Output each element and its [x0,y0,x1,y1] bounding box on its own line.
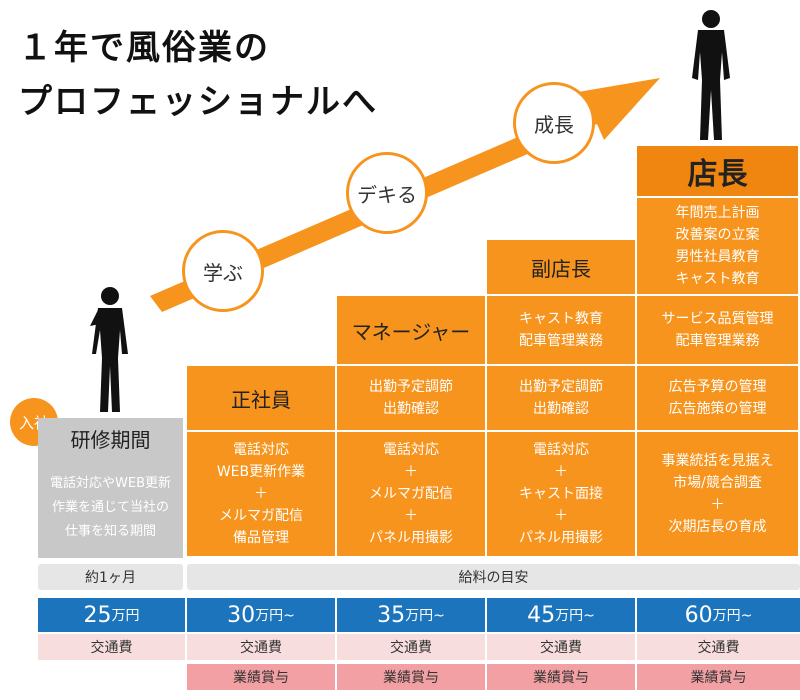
task-line: 出勤確認 [383,401,439,417]
task-line: 広告予算の管理 [668,379,767,395]
task-line: サービス品質管理 [661,311,774,327]
salary-amount: 60 [684,602,713,628]
manager-silhouette-icon [692,10,730,140]
role-manager: マネージャー [337,296,487,366]
task-line: キャスト面接 [519,486,603,502]
bonus-manager: 業績賞与 [337,664,487,690]
salary-amount: 30 [227,602,256,628]
fulltime-tasks: 電話対応 WEB更新作業 ＋ メルマガ配信 備品管理 [187,432,337,558]
task-line: ＋ [554,464,568,480]
task-line: 電話対応 [233,442,289,458]
circle-learn: 学ぶ [182,230,264,312]
store-manager-bottom-tasks: 事業統括を見据え 市場/競合調査 ＋ 次期店長の育成 [637,432,800,558]
transport-fulltime: 交通費 [187,634,337,660]
circle-capable: デキる [346,152,428,234]
transport-training: 交通費 [38,634,187,660]
salary-fulltime: 30 万円~ [187,598,337,632]
task-line: 出勤予定調節 [519,379,603,395]
task-line: 出勤確認 [533,401,589,417]
task-line: 年間売上計画 [675,205,760,221]
task-line: 電話対応 [383,442,439,458]
task-line: ＋ [404,508,418,524]
manager-bottom-tasks: 電話対応 ＋ メルマガ配信 ＋ パネル用撮影 [337,432,487,558]
task-line: 電話対応 [533,442,589,458]
salary-amount: 35 [377,602,406,628]
salary-amount: 25 [83,602,112,628]
transport-store-manager: 交通費 [637,634,800,660]
task-line: キャスト教育 [675,271,760,287]
store-manager-top-tasks: サービス品質管理 配車管理業務 [637,296,800,366]
task-line: パネル用撮影 [369,530,453,546]
trainee-silhouette-icon [90,287,128,412]
role-assistant-manager: 副店長 [487,240,637,296]
transport-manager: 交通費 [337,634,487,660]
assistant-bottom-tasks: 電話対応 ＋ キャスト面接 ＋ パネル用撮影 [487,432,637,558]
salary-manager: 35 万円~ [337,598,487,632]
salary-store-manager: 60 万円~ [637,598,800,632]
training-desc-line: 作業を通じて当社の [51,500,169,515]
task-line: WEB更新作業 [216,464,306,480]
manager-mid-tasks: 出勤予定調節 出勤確認 [337,366,487,432]
salary-unit: 万円~ [255,608,295,624]
store-manager-mid-tasks: 広告予算の管理 広告施策の管理 [637,366,800,432]
training-desc-line: 仕事を知る期間 [64,524,156,539]
task-line: ＋ [254,486,268,502]
role-store-manager: 店長 [637,146,800,198]
task-line: キャスト教育 [519,311,603,327]
store-manager-top2-tasks: 年間売上計画 改善案の立案 男性社員教育 キャスト教育 [637,198,800,296]
assistant-top-tasks: キャスト教育 配車管理業務 [487,296,637,366]
task-line: 次期店長の育成 [668,519,767,535]
training-description: 電話対応やWEB更新 作業を通じて当社の 仕事を知る期間 [38,458,185,558]
salary-guide-label: 給料の目安 [187,564,800,590]
task-line: ＋ [404,464,418,480]
training-desc-line: 電話対応やWEB更新 [50,476,171,491]
task-line: メルマガ配信 [219,508,303,524]
task-line: 改善案の立案 [675,227,760,243]
salary-unit: 万円~ [555,608,595,624]
bonus-assistant-manager: 業績賞与 [487,664,637,690]
task-line: 配車管理業務 [519,333,603,349]
headline-line1: １年で風俗業の [18,28,270,68]
bonus-fulltime: 業績賞与 [187,664,337,690]
salary-unit: 万円 [111,608,140,624]
period-label: 約1ヶ月 [38,564,183,590]
task-line: ＋ [710,497,725,513]
task-line: 配車管理業務 [675,333,760,349]
salary-assistant-manager: 45 万円~ [487,598,637,632]
task-line: 事業統括を見据え [661,453,774,469]
circle-growth: 成長 [513,82,595,164]
task-line: 備品管理 [233,530,289,546]
transport-assistant-manager: 交通費 [487,634,637,660]
task-line: 広告施策の管理 [668,401,767,417]
assistant-mid-tasks: 出勤予定調節 出勤確認 [487,366,637,432]
task-line: ＋ [554,508,568,524]
salary-training: 25 万円 [38,598,187,632]
task-line: メルマガ配信 [369,486,453,502]
task-line: パネル用撮影 [519,530,603,546]
salary-unit: 万円~ [405,608,445,624]
training-title: 研修期間 [38,418,185,458]
task-line: 男性社員教育 [675,249,760,265]
task-line: 市場/競合調査 [673,475,762,491]
task-line: 出勤予定調節 [369,379,453,395]
role-fulltime: 正社員 [187,366,337,432]
salary-unit: 万円~ [712,608,753,624]
salary-amount: 45 [527,602,556,628]
bonus-store-manager: 業績賞与 [637,664,800,690]
headline-line2: プロフェッショナルへ [18,82,378,122]
